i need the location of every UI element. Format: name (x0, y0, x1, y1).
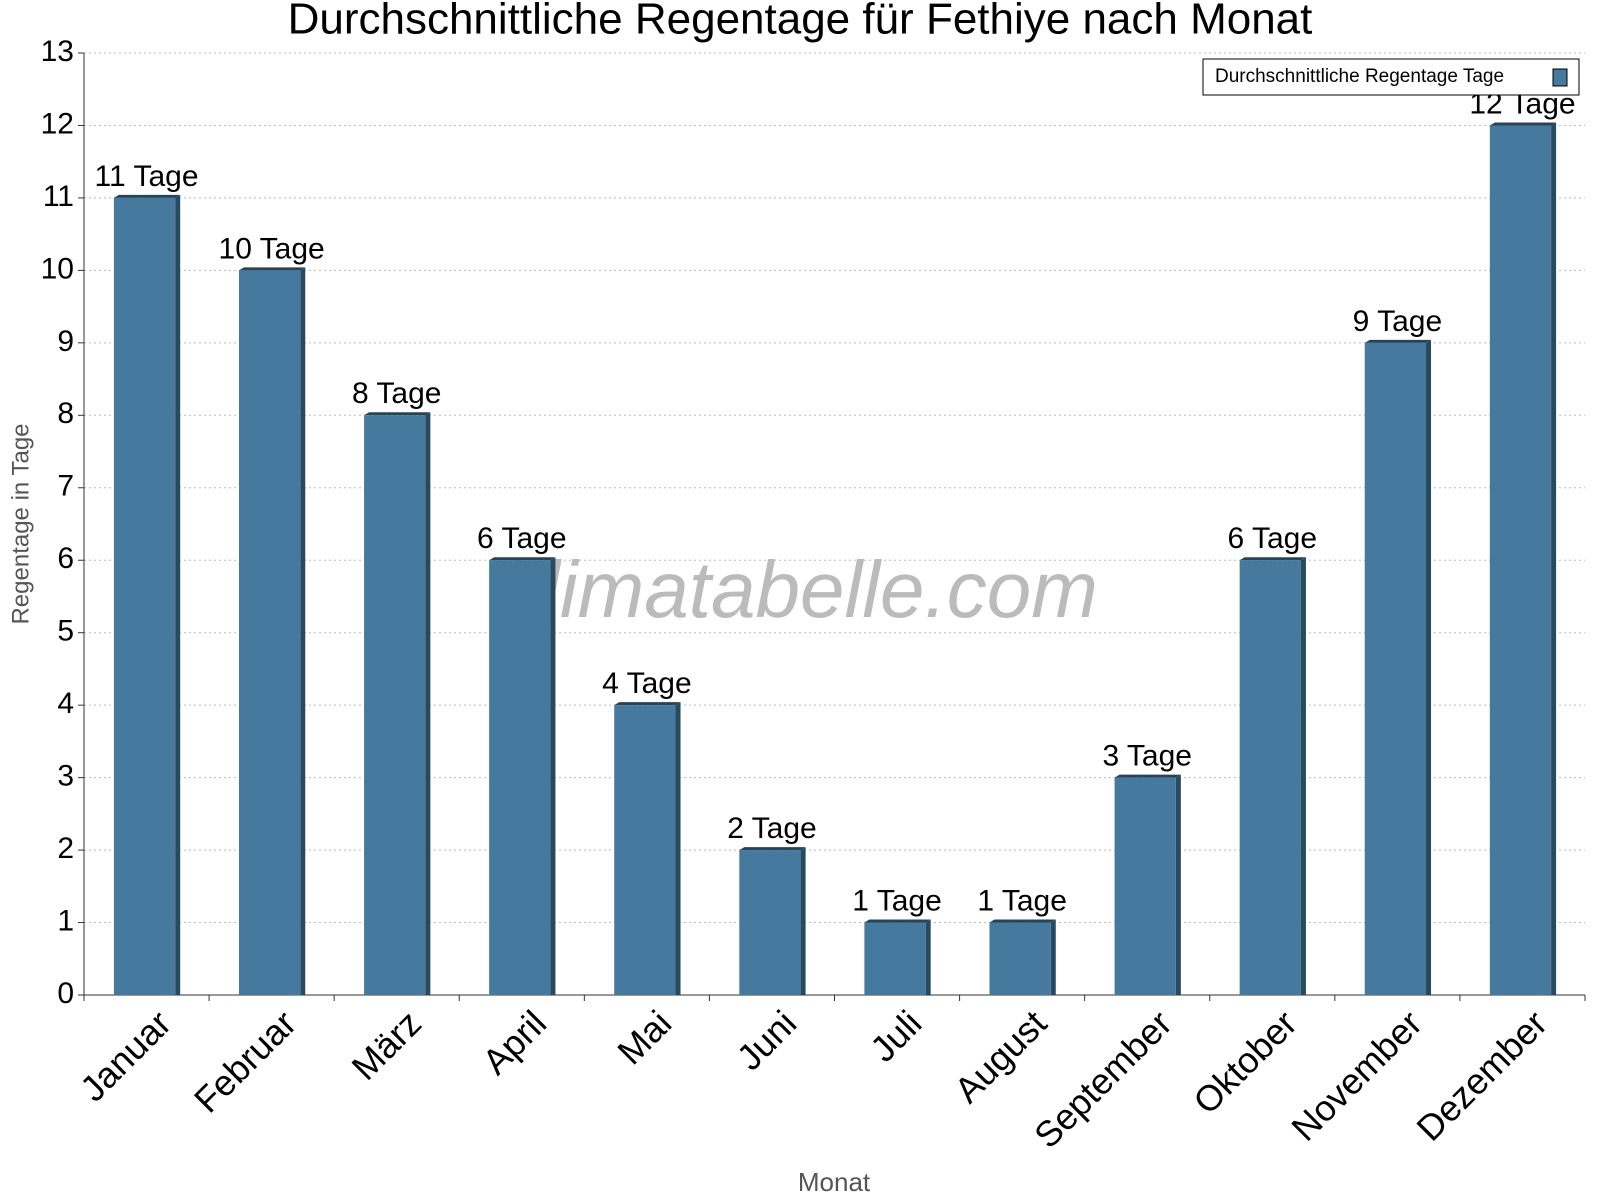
y-tick-label: 0 (57, 977, 74, 1010)
bar (864, 922, 926, 995)
data-label: 6 Tage (477, 522, 567, 555)
data-label: 11 Tage (95, 160, 199, 193)
bar (739, 850, 801, 995)
data-label: 1 Tage (852, 884, 942, 917)
bar-side (1050, 919, 1056, 995)
y-axis-label: Regentage in Tage (7, 423, 34, 624)
data-label: 2 Tage (727, 812, 817, 845)
legend-box (1202, 58, 1580, 96)
data-label: 1 Tage (977, 884, 1067, 917)
y-tick-label: 13 (41, 35, 74, 68)
y-tick-label: 4 (57, 687, 74, 720)
bar (1489, 125, 1552, 995)
x-tick-label: Juli (862, 1002, 929, 1069)
data-label: 10 Tage (219, 232, 325, 265)
bar (364, 415, 426, 995)
x-tick-label: Februar (186, 1002, 304, 1120)
bar (1114, 777, 1176, 995)
y-tick-label: 12 (41, 107, 74, 140)
x-tick-label: Dezember (1408, 1002, 1554, 1148)
legend-label: Durchschnittliche Regentage Tage (1215, 66, 1504, 87)
y-tick-label: 8 (57, 397, 74, 430)
y-tick-label: 9 (57, 325, 74, 358)
bar (1364, 342, 1427, 995)
y-tick-label: 2 (57, 832, 74, 865)
bar-side (175, 194, 181, 995)
y-tick-label: 11 (43, 180, 74, 213)
bar-top (238, 267, 306, 271)
y-tick-label: 7 (57, 470, 74, 503)
x-tick-label: April (474, 1002, 554, 1082)
bar-top (113, 194, 181, 198)
data-label: 3 Tage (1102, 740, 1192, 773)
x-tick-label: September (1026, 1002, 1180, 1156)
bar (113, 197, 176, 995)
y-tick-label: 6 (57, 542, 74, 575)
bar-side (1426, 339, 1432, 995)
bar-top (739, 847, 806, 851)
bar-top (989, 919, 1056, 923)
y-tick-label: 10 (41, 252, 74, 285)
bar-top (1114, 774, 1181, 778)
data-label: 8 Tage (352, 377, 442, 410)
bar-side (1300, 557, 1306, 995)
bar-side (675, 702, 681, 995)
data-label: 4 Tage (602, 667, 692, 700)
x-tick-label: Januar (72, 1002, 179, 1109)
y-tick-label: 5 (57, 615, 74, 648)
x-tick-label: Mai (609, 1002, 679, 1072)
legend: Durchschnittliche Regentage Tage (1202, 58, 1580, 96)
x-axis-label: Monat (798, 1167, 871, 1197)
bar-side (1175, 774, 1181, 995)
bar-top (614, 702, 681, 706)
chart-title: Durchschnittliche Regentage für Fethiye … (288, 0, 1313, 44)
bar-top (489, 557, 556, 561)
x-tick-label: Oktober (1185, 1002, 1305, 1122)
y-tick-label: 1 (57, 904, 74, 937)
bar-top (1364, 339, 1432, 343)
legend-swatch (1552, 68, 1568, 87)
bar (989, 922, 1051, 995)
bar-side (925, 919, 931, 995)
data-label: 6 Tage (1228, 522, 1318, 555)
bar-top (864, 919, 931, 923)
bar-side (800, 847, 806, 995)
bar-top (1489, 122, 1557, 126)
x-tick-label: August (946, 1002, 1054, 1110)
x-tick-label: März (344, 1002, 430, 1088)
data-label: 9 Tage (1353, 305, 1443, 338)
bar-top (1239, 557, 1306, 561)
bar (614, 705, 676, 995)
bar-top (364, 412, 431, 416)
y-tick-label: 3 (57, 760, 74, 793)
bar-side (1551, 122, 1557, 995)
bar-side (425, 412, 431, 995)
x-tick-label: Juni (729, 1002, 805, 1078)
bar (1239, 560, 1301, 995)
bar-side (300, 267, 306, 995)
bar (489, 560, 551, 995)
bar-side (550, 557, 556, 995)
x-tick-label: November (1283, 1002, 1429, 1148)
watermark: klimatabelle.com (502, 545, 1098, 634)
bar (238, 270, 301, 995)
